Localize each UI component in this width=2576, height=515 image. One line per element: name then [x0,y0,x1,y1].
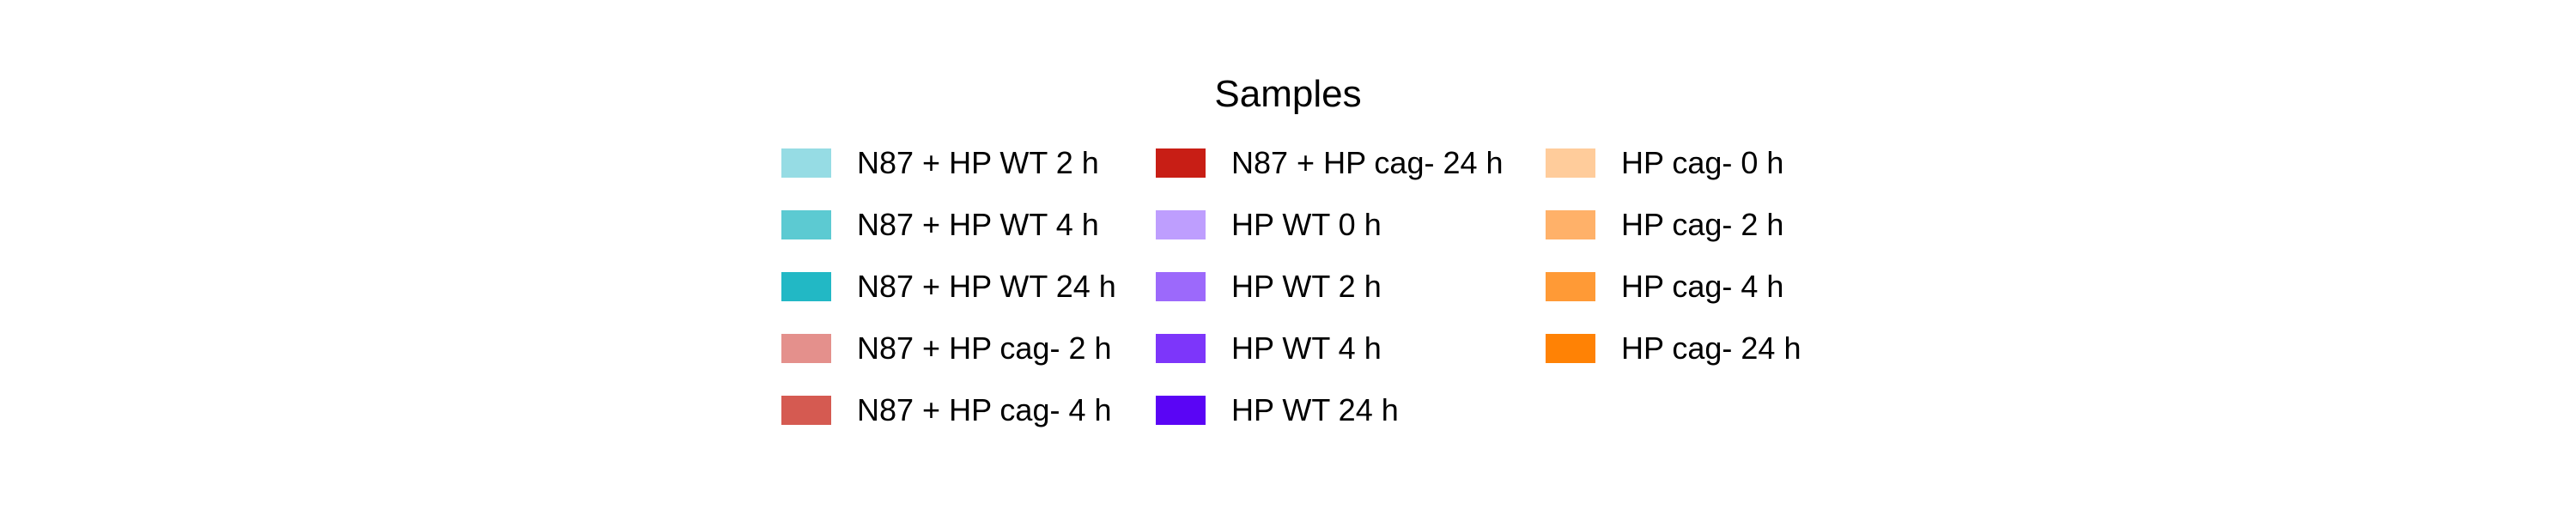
legend-swatch [1546,210,1595,239]
legend-swatch [1546,148,1595,178]
legend-title: Samples [1214,73,1362,115]
legend-swatch [1156,210,1206,239]
legend-label: N87 + HP WT 24 h [857,269,1116,304]
legend-swatch [781,272,831,301]
legend-swatch [1156,396,1206,425]
legend-label: HP cag- 4 h [1621,269,1784,304]
legend-swatch [1156,148,1206,178]
legend-label: HP cag- 0 h [1621,145,1784,180]
legend-label: HP cag- 24 h [1621,330,1801,366]
legend-label: HP cag- 2 h [1621,207,1784,242]
legend-label: HP WT 24 h [1231,392,1399,427]
legend-swatch [1546,334,1595,363]
legend-label: N87 + HP cag- 2 h [857,330,1112,366]
legend-swatch [781,334,831,363]
legend-swatch [1156,334,1206,363]
legend-label: HP WT 0 h [1231,207,1382,242]
legend-swatch [1156,272,1206,301]
legend-label: N87 + HP WT 4 h [857,207,1099,242]
legend-label: HP WT 4 h [1231,330,1382,366]
legend-label: N87 + HP cag- 24 h [1231,145,1504,180]
legend-swatch [1546,272,1595,301]
legend-label: N87 + HP cag- 4 h [857,392,1112,427]
legend-swatch [781,148,831,178]
legend-swatch [781,210,831,239]
legend-swatch [781,396,831,425]
legend-label: HP WT 2 h [1231,269,1382,304]
legend-label: N87 + HP WT 2 h [857,145,1099,180]
